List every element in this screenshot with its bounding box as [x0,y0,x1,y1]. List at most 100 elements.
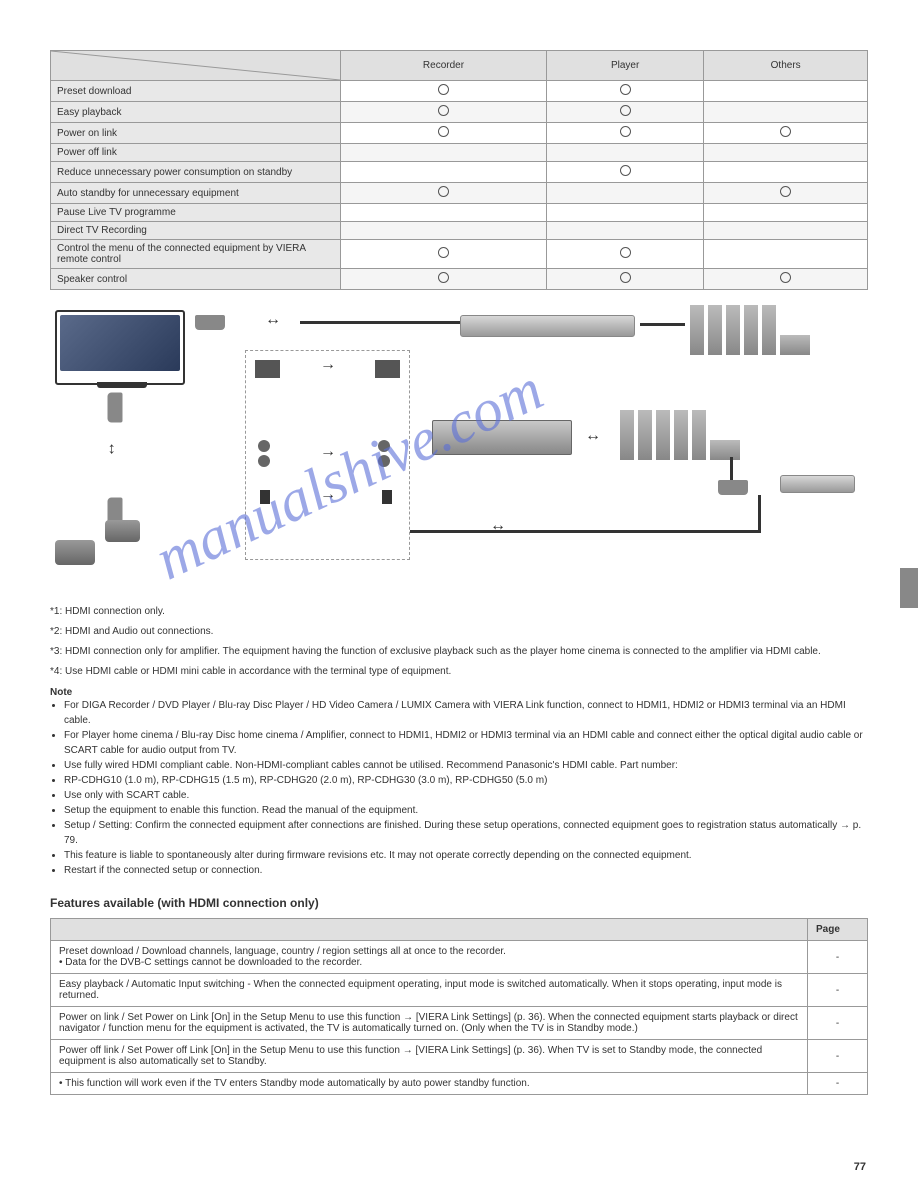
feature-row: Control the menu of the connected equipm… [51,240,868,269]
available-features-heading: Features available (with HDMI connection… [50,896,868,910]
feature-label: Reduce unnecessary power consumption on … [51,162,341,183]
feature-cell [546,240,703,269]
ops-description: • This function will work even if the TV… [51,1073,808,1095]
ops-col-page: Page [808,919,868,941]
feature-row: Direct TV Recording [51,222,868,240]
supported-mark-icon [438,105,449,116]
ops-col-description [51,919,808,941]
feature-cell [341,204,547,222]
feature-label: Power off link [51,144,341,162]
feature-cell [546,162,703,183]
connection-diagram: ↔ → → → ↔ ↔ ↔ [50,305,850,585]
feature-label: Pause Live TV programme [51,204,341,222]
tv-icon [55,310,185,385]
feature-cell [341,269,547,290]
page-section-tab [900,568,918,608]
ops-description: Power on link / Set Power on Link [On] i… [51,1007,808,1040]
ops-row: Preset download / Download channels, lan… [51,941,868,974]
diagram-footnote: *1: HDMI connection only. [50,605,868,619]
ops-description: Easy playback / Automatic Input switchin… [51,974,808,1007]
ops-page: - [808,941,868,974]
note-item: Use only with SCART cable. [64,788,868,803]
feature-label: Preset download [51,81,341,102]
feature-cell [704,269,868,290]
feature-cell [341,222,547,240]
feature-cell [704,222,868,240]
ops-row: Easy playback / Automatic Input switchin… [51,974,868,1007]
feature-cell [341,102,547,123]
note-item: This feature is liable to spontaneously … [64,848,868,863]
ops-description: Preset download / Download channels, lan… [51,941,808,974]
speaker-system-icon-2 [620,410,770,475]
player-icon [780,475,855,493]
feature-cell [704,204,868,222]
feature-label: Direct TV Recording [51,222,341,240]
feature-cell [546,144,703,162]
feature-cell [546,222,703,240]
feature-cell [704,144,868,162]
diagram-footnote: *4: Use HDMI cable or HDMI mini cable in… [50,665,868,679]
amplifier-icon [432,420,572,455]
features-table: Recorder Player Others Preset downloadEa… [50,50,868,290]
supported-mark-icon [620,84,631,95]
feature-label: Power on link [51,123,341,144]
feature-cell [704,183,868,204]
ops-page: - [808,1073,868,1095]
supported-mark-icon [438,84,449,95]
note-item: For DIGA Recorder / DVD Player / Blu-ray… [64,698,868,728]
feature-cell [341,240,547,269]
feature-row: Easy playback [51,102,868,123]
supported-mark-icon [438,272,449,283]
ops-page: - [808,1040,868,1073]
feature-cell [341,162,547,183]
ops-row: Power off link / Set Power off Link [On]… [51,1040,868,1073]
feature-cell [546,81,703,102]
note-item: Use fully wired HDMI compliant cable. No… [64,758,868,773]
speaker-system-icon-1 [690,305,840,370]
page-number: 77 [854,1161,866,1173]
dvd-recorder-icon [460,315,635,337]
feature-cell [546,183,703,204]
supported-mark-icon [438,247,449,258]
ops-description: Power off link / Set Power off Link [On]… [51,1040,808,1073]
note-heading: Note [50,687,868,698]
note-item: Setup the equipment to enable this funct… [64,803,868,818]
camera-icon [105,520,150,548]
note-item: RP-CDHG10 (1.0 m), RP-CDHG15 (1.5 m), RP… [64,773,868,788]
feature-label: Control the menu of the connected equipm… [51,240,341,269]
supported-mark-icon [620,165,631,176]
supported-mark-icon [780,126,791,137]
supported-mark-icon [620,247,631,258]
feature-cell [704,81,868,102]
ops-row: Power on link / Set Power on Link [On] i… [51,1007,868,1040]
feature-cell [546,269,703,290]
feature-cell [546,123,703,144]
col-recorder: Recorder [341,51,547,81]
ops-row: • This function will work even if the TV… [51,1073,868,1095]
feature-cell [546,204,703,222]
feature-row: Power on link [51,123,868,144]
feature-cell [341,183,547,204]
col-others: Others [704,51,868,81]
feature-row: Reduce unnecessary power consumption on … [51,162,868,183]
feature-row: Pause Live TV programme [51,204,868,222]
supported-mark-icon [620,105,631,116]
feature-label: Speaker control [51,269,341,290]
supported-mark-icon [438,186,449,197]
feature-cell [341,144,547,162]
note-item: Restart if the connected setup or connec… [64,863,868,878]
feature-row: Speaker control [51,269,868,290]
camcorder-icon [55,540,110,575]
feature-row: Preset download [51,81,868,102]
operations-table: Page Preset download / Download channels… [50,918,868,1095]
note-item: Setup / Setting: Confirm the connected e… [64,818,868,848]
diagram-footnotes: *1: HDMI connection only.*2: HDMI and Au… [50,605,868,679]
feature-cell [704,240,868,269]
feature-cell [546,102,703,123]
feature-cell [341,81,547,102]
feature-label: Auto standby for unnecessary equipment [51,183,341,204]
supported-mark-icon [438,126,449,137]
supported-mark-icon [620,126,631,137]
supported-mark-icon [780,186,791,197]
supported-mark-icon [620,272,631,283]
